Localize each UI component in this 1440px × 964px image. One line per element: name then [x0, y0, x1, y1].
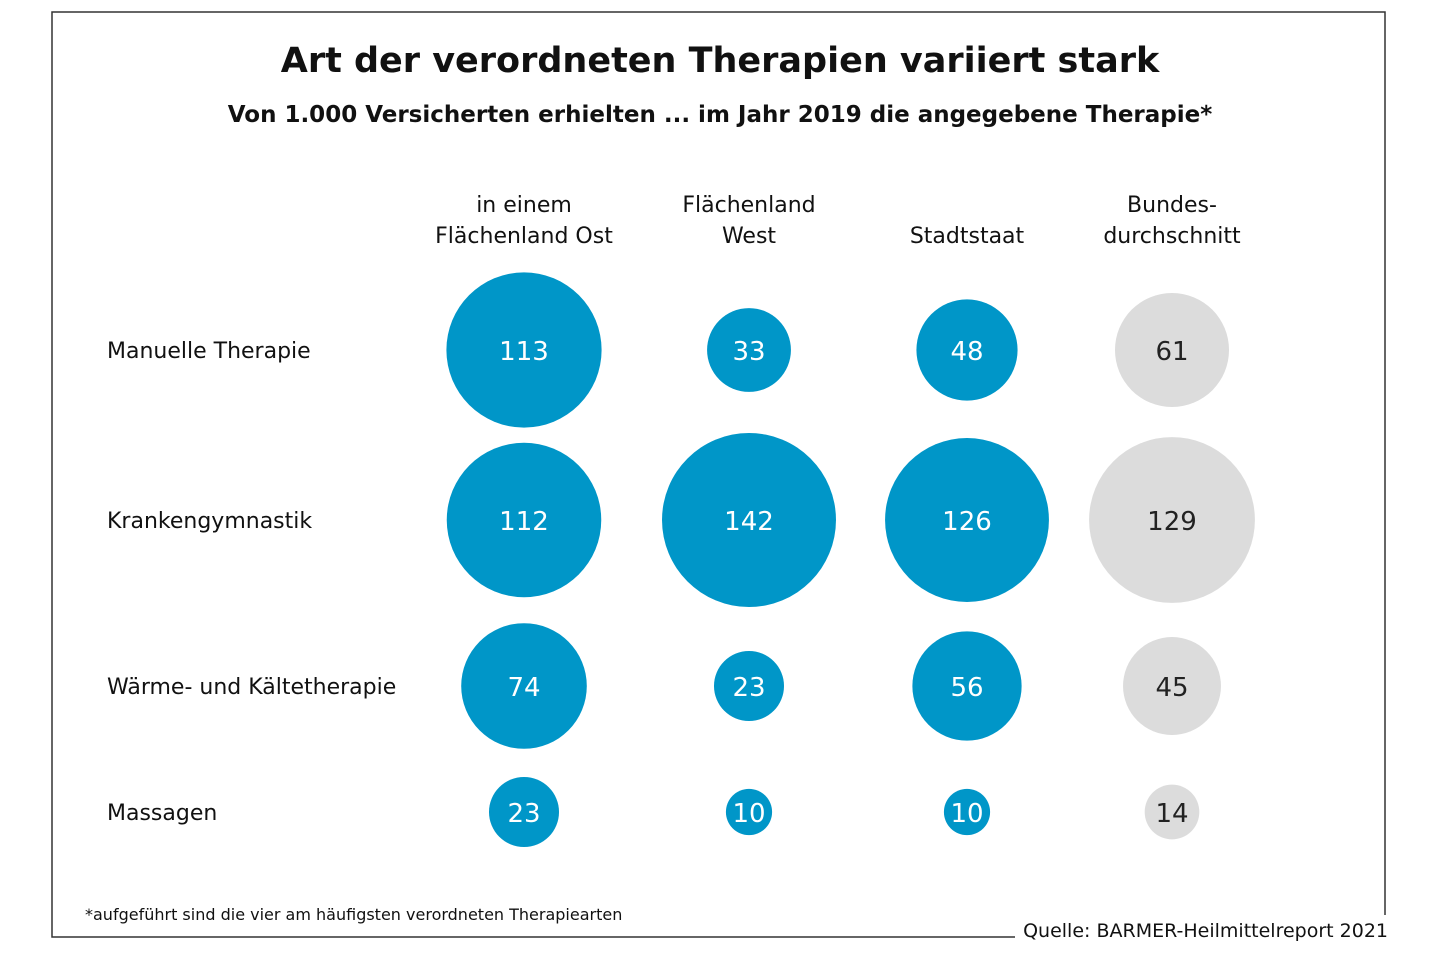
- chart-title: Art der verordneten Therapien variiert s…: [281, 41, 1160, 81]
- bubble: [662, 433, 836, 607]
- bubble-label: 45: [1155, 673, 1188, 703]
- chart-subtitle: Von 1.000 Versicherten erhielten ... im …: [228, 102, 1213, 128]
- bubble: [1123, 637, 1221, 735]
- footnote: *aufgeführt sind die vier am häufigsten …: [85, 905, 622, 924]
- bubble: [713, 650, 785, 722]
- row-label: Manuelle Therapie: [107, 339, 311, 364]
- bubble: [1114, 292, 1230, 408]
- row-label: Massagen: [107, 801, 217, 826]
- column-label: Bundes-durchschnitt: [1103, 193, 1241, 249]
- bubble: [461, 623, 587, 749]
- frame: [51, 11, 1386, 938]
- bubble: [446, 272, 602, 428]
- bubble-label: 10: [732, 799, 765, 829]
- bubble: [446, 442, 602, 598]
- column-label: Flächenland West: [682, 193, 815, 249]
- source: Quelle: BARMER-Heilmittelreport 2021: [1023, 920, 1388, 942]
- bubble-label: 33: [732, 337, 765, 367]
- column-label: Stadtstaat: [910, 224, 1025, 249]
- bubble: [912, 631, 1022, 741]
- bubble-label: 74: [507, 673, 540, 703]
- bubble: [707, 308, 791, 392]
- bubble-label: 14: [1155, 799, 1188, 829]
- bubble-label: 142: [724, 507, 774, 537]
- bubble-label: 23: [732, 673, 765, 703]
- row-label: Krankengymnastik: [107, 509, 312, 534]
- bubble-label: 10: [950, 799, 983, 829]
- bubble: [488, 776, 560, 848]
- bubble: [916, 299, 1018, 401]
- bubble-label: 23: [507, 799, 540, 829]
- bubble: [885, 438, 1049, 602]
- bubble: [943, 788, 991, 836]
- bubble-label: 126: [942, 507, 992, 537]
- bubble: [1089, 437, 1255, 603]
- bubble-label: 48: [950, 337, 983, 367]
- column-label: in einem Flächenland Ost: [435, 193, 613, 249]
- bubble-label: 113: [499, 337, 549, 367]
- bubble-label: 56: [950, 673, 983, 703]
- bubble-label: 129: [1147, 507, 1197, 537]
- bubble: [725, 788, 773, 836]
- row-label: Wärme- und Kältetherapie: [107, 675, 396, 700]
- bubble-label: 61: [1155, 337, 1188, 367]
- bubble-label: 112: [499, 507, 549, 537]
- bubble: [1144, 784, 1200, 840]
